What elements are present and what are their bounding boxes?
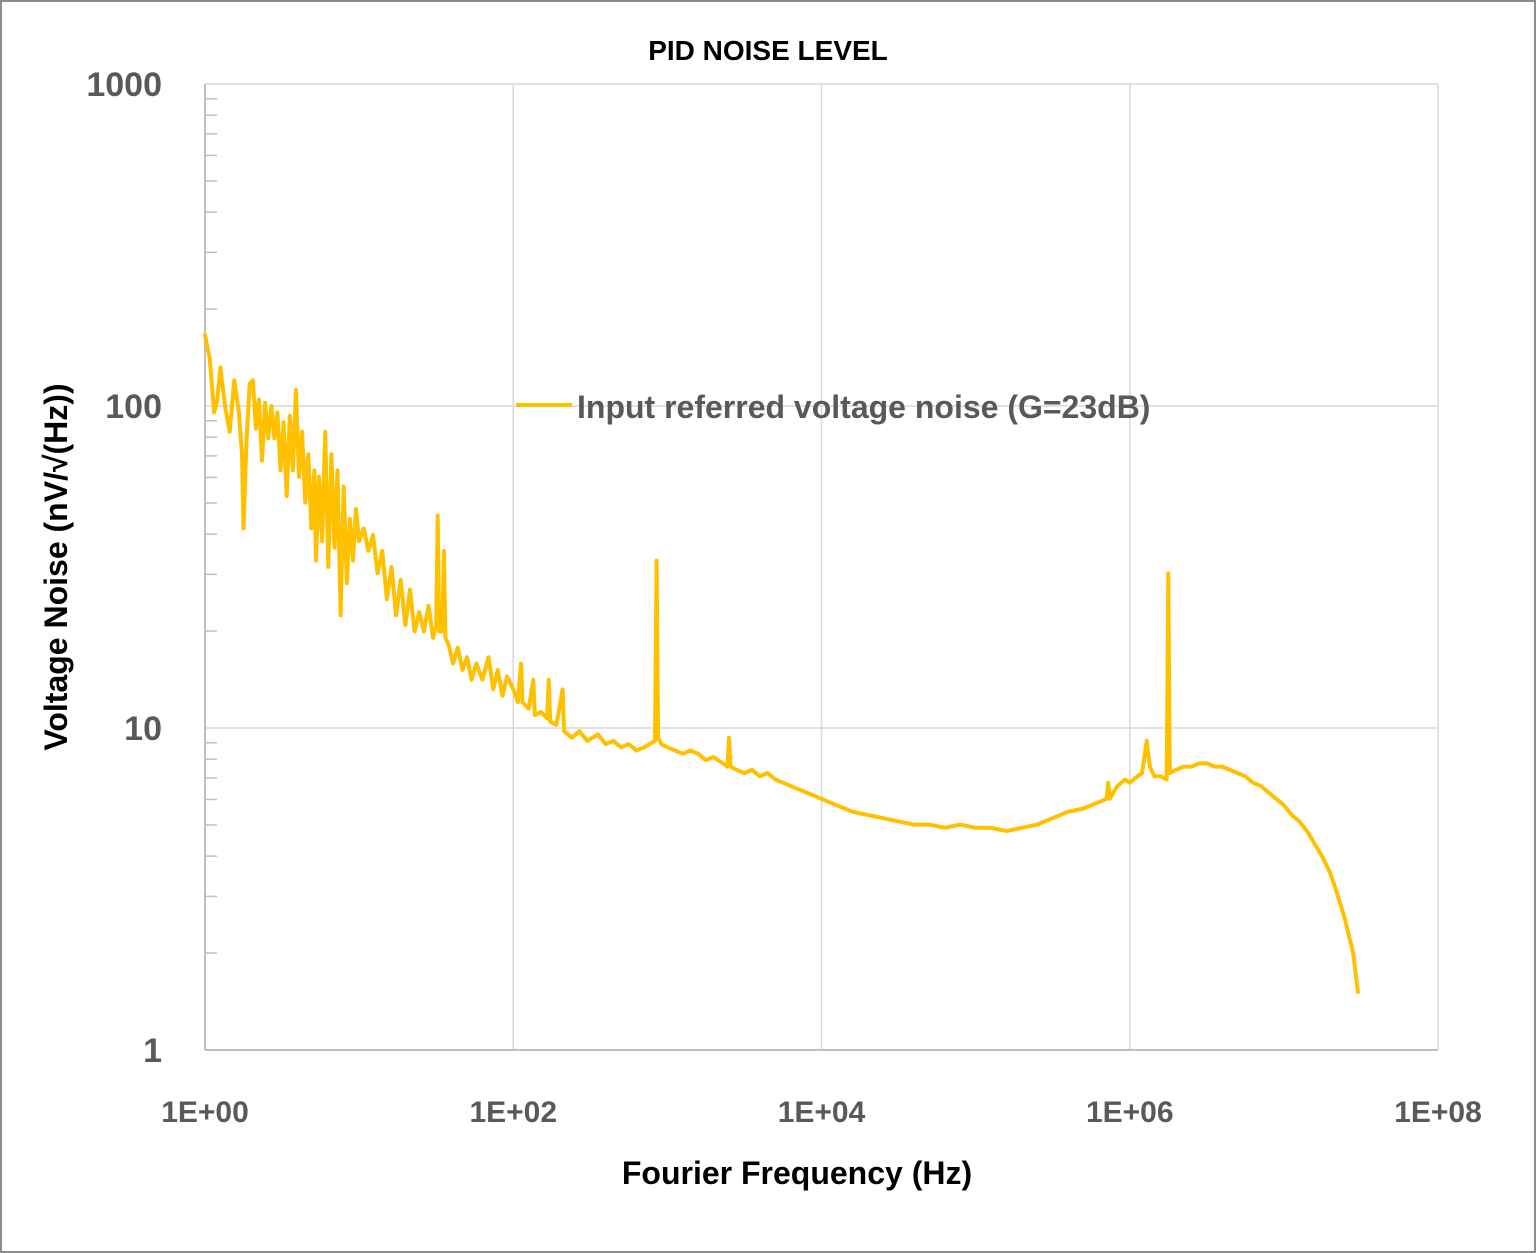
x-tick-label: 1E+02 <box>469 1096 557 1129</box>
x-axis-title: Fourier Frequency (Hz) <box>622 1155 972 1191</box>
x-tick-label: 1E+00 <box>161 1096 249 1129</box>
legend-label: Input referred voltage noise (G=23dB) <box>577 389 1150 425</box>
y-tick-label: 1000 <box>86 66 162 104</box>
y-tick-label: 1 <box>143 1032 162 1070</box>
y-axis-title: Voltage Noise (nV/√(Hz)) <box>38 383 74 750</box>
y-tick-label: 100 <box>105 388 162 426</box>
legend: Input referred voltage noise (G=23dB) <box>516 389 1150 425</box>
y-tick-labels: 1 10 100 1000 <box>86 66 162 1070</box>
y-tick-label: 10 <box>124 710 162 748</box>
axes <box>204 84 1438 1051</box>
chart-title: PID NOISE LEVEL <box>648 35 888 66</box>
x-tick-labels: 1E+00 1E+02 1E+04 1E+06 1E+08 <box>161 1096 1482 1129</box>
y-minor-ticks <box>205 97 217 954</box>
x-tick-label: 1E+04 <box>778 1096 866 1129</box>
x-tick-label: 1E+08 <box>1394 1096 1482 1129</box>
series-line-input-referred-noise <box>203 333 1360 994</box>
x-tick-label: 1E+06 <box>1086 1096 1174 1129</box>
